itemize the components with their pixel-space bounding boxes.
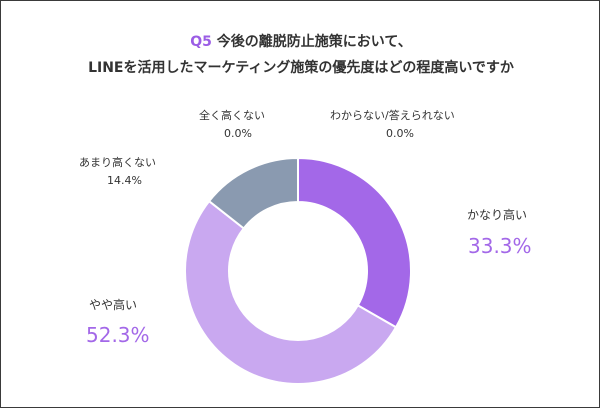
slice-value-very-high: 33.3% <box>468 234 532 258</box>
slice-label-not-very-high: あまり高くない <box>79 156 156 169</box>
donut-slice-2 <box>207 156 299 230</box>
slice-value-not-very-high: 14.4% <box>107 174 142 187</box>
chart-title-line2: LINEを活用したマーケティング施策の優先度はどの程度高いですか <box>88 60 514 76</box>
slice-value-somewhat-high: 52.3% <box>86 323 150 347</box>
question-number: Q5 <box>190 34 212 50</box>
donut-slice-0 <box>297 156 412 329</box>
slice-label-dont-know: わからない/答えられない <box>330 109 455 122</box>
chart-title-line1: Q5 今後の離脱防止施策において、 <box>1 31 599 51</box>
title-text-line1: 今後の離脱防止施策において、 <box>211 34 412 50</box>
slice-value-not-at-all: 0.0% <box>224 127 252 140</box>
slice-label-very-high: かなり高い <box>467 208 528 222</box>
slice-label-somewhat-high: やや高い <box>89 298 138 312</box>
slice-value-dont-know: 0.0% <box>386 127 414 140</box>
donut-slice-1 <box>184 199 398 385</box>
slice-label-not-at-all: 全く高くない <box>199 109 265 122</box>
